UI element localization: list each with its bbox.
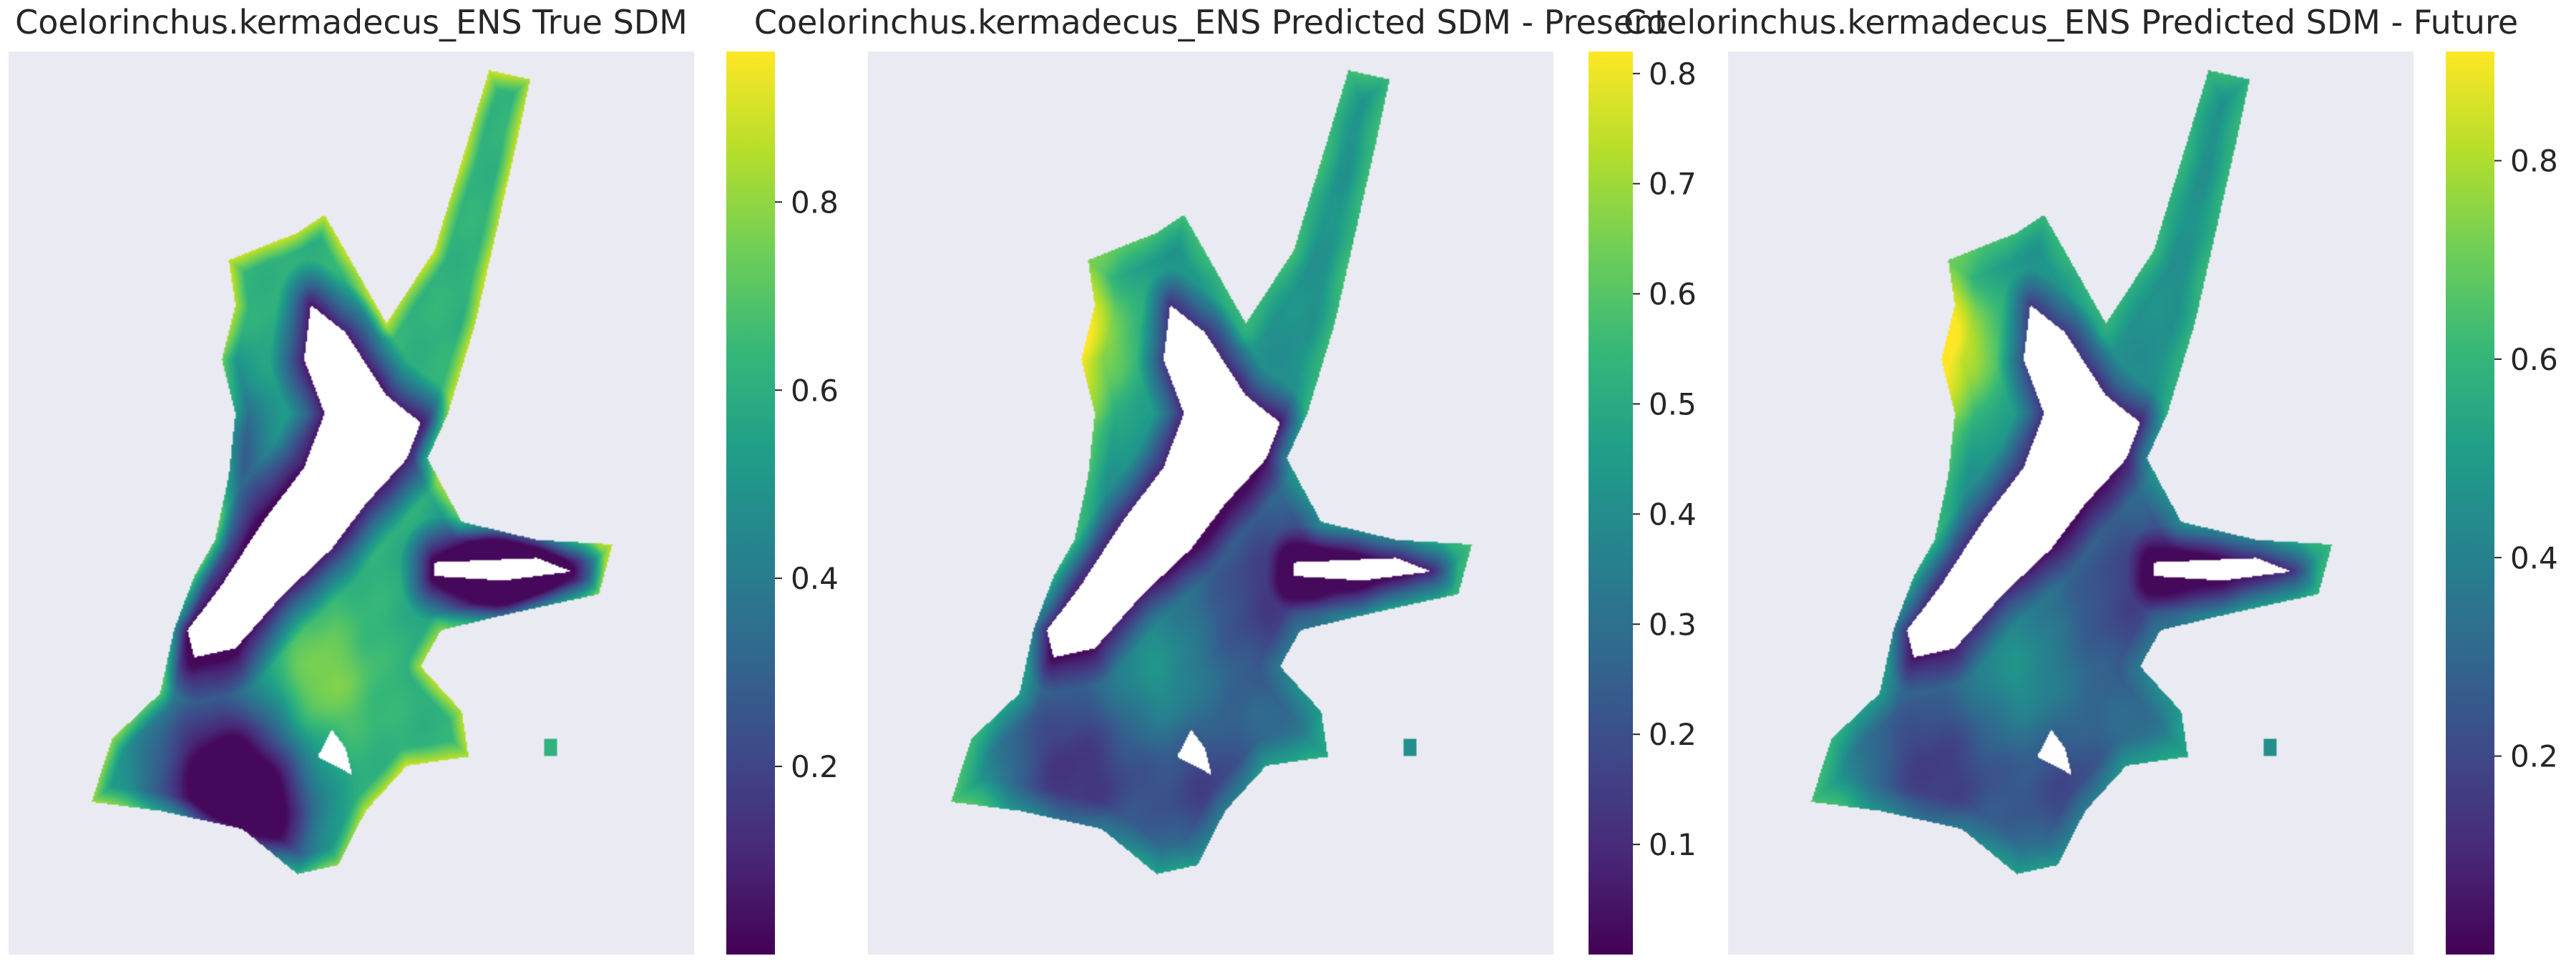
colorbar — [1589, 52, 1633, 955]
sdm-heatmap — [9, 52, 694, 955]
colorbar-tick-label: 0.3 — [1649, 607, 1697, 642]
colorbar-tick-label: 0.4 — [2510, 540, 2558, 575]
colorbar-tick-label: 0.8 — [1649, 57, 1697, 92]
sdm-heatmap — [868, 52, 1553, 955]
colorbar-tick-label: 0.2 — [2510, 739, 2558, 774]
colorbar-tick-label: 0.7 — [1649, 167, 1697, 202]
colorbar-tick-label: 0.4 — [1649, 497, 1697, 532]
colorbar — [2446, 52, 2494, 955]
colorbar-tick-label: 0.4 — [791, 561, 839, 596]
colorbar-tick-label: 0.6 — [1649, 277, 1697, 312]
chart-title: Coelorinchus.kermadecus_ENS True SDM — [15, 3, 688, 42]
colorbar-tick-label: 0.6 — [791, 373, 839, 408]
colorbar-tick-label: 0.8 — [2510, 144, 2558, 179]
colorbar-tick-label: 0.6 — [2510, 342, 2558, 377]
colorbar-tick-label: 0.5 — [1649, 386, 1697, 421]
chart-title: Coelorinchus.kermadecus_ENS Predicted SD… — [1624, 3, 2518, 42]
colorbar-tick-label: 0.2 — [1649, 717, 1697, 752]
colorbar-tick-label: 0.8 — [791, 185, 839, 220]
chart-title: Coelorinchus.kermadecus_ENS Predicted SD… — [754, 3, 1667, 42]
colorbar-tick-label: 0.2 — [791, 749, 839, 784]
colorbar — [726, 52, 775, 955]
sdm-heatmap — [1728, 52, 2414, 955]
colorbar-tick-label: 0.1 — [1649, 827, 1697, 862]
